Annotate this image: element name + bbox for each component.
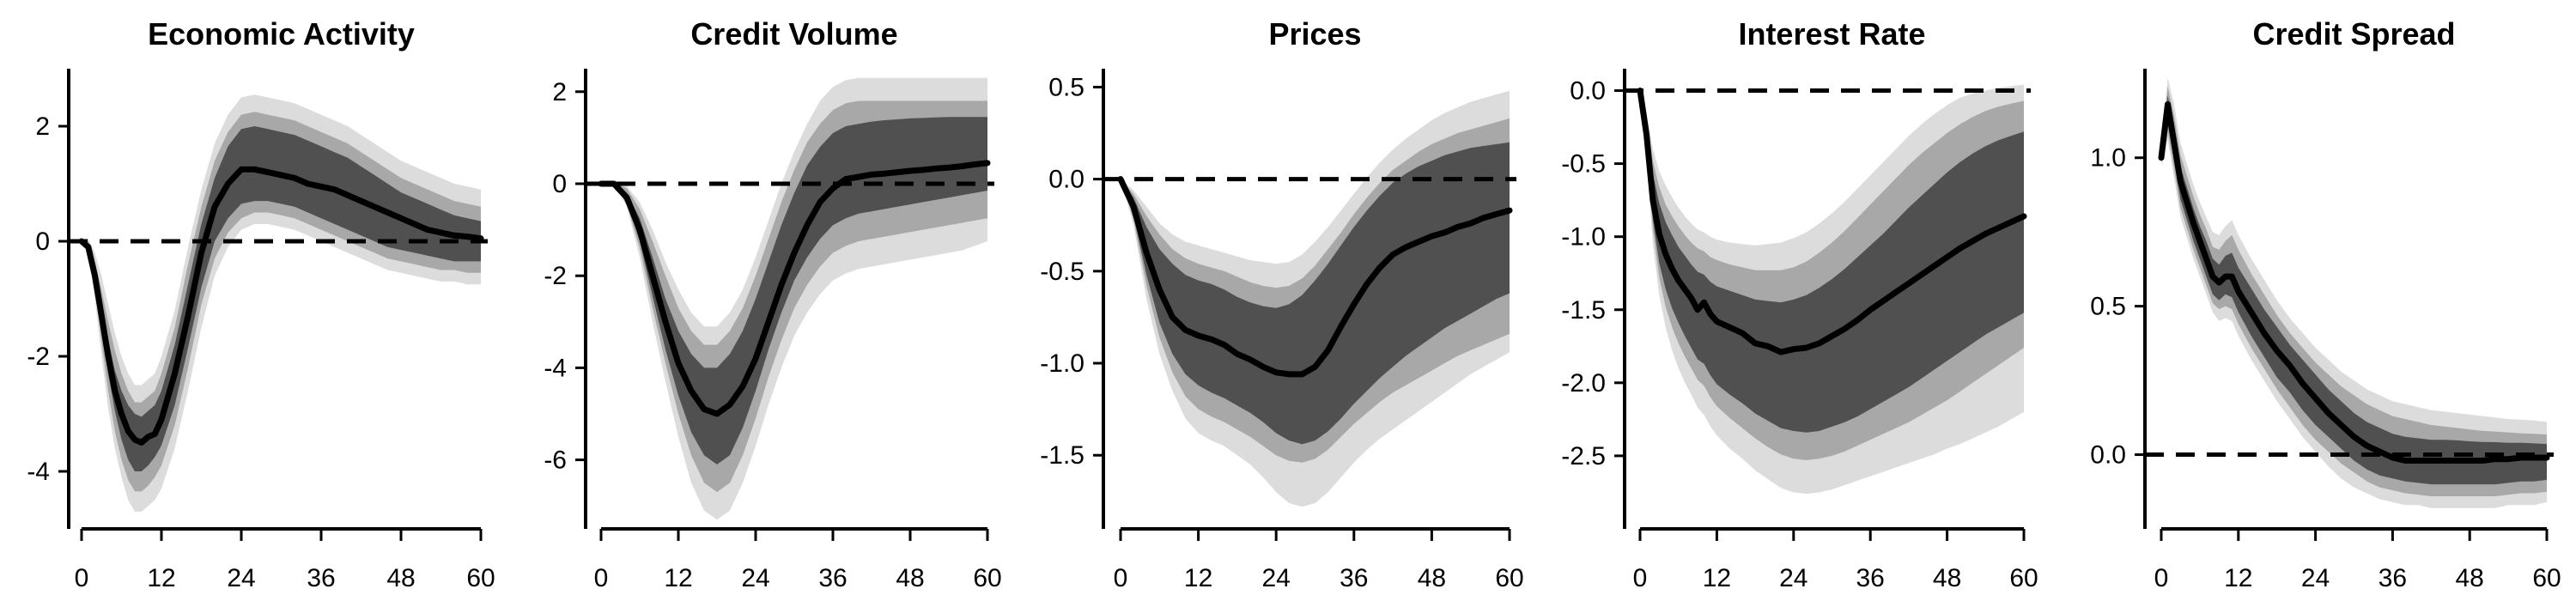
panel-title: Credit Volume	[690, 16, 897, 52]
x-tick-label: 12	[1184, 564, 1212, 592]
y-tick-label: -0.5	[1040, 258, 1084, 286]
x-tick-label: 36	[307, 564, 335, 592]
y-tick-label: 1.0	[2090, 144, 2126, 173]
x-tick-label: 60	[2009, 564, 2038, 592]
x-tick-label: 0	[1114, 564, 1128, 592]
y-tick-label: -2.0	[1561, 369, 1606, 398]
x-tick-label: 60	[973, 564, 1001, 592]
y-tick-label: 2	[552, 78, 567, 106]
x-tick-label: 60	[2532, 564, 2561, 592]
y-tick-label: 0	[552, 170, 567, 198]
panel-4: -2.5 -2.0 -1.5 -1.0 -0.5 0.0 0 12 24 36 48 60 Intere…	[1561, 16, 2038, 592]
panel-title: Prices	[1268, 16, 1361, 52]
x-tick-label: 24	[227, 564, 255, 592]
y-tick-label: -6	[544, 446, 567, 475]
x-tick-label: 12	[2224, 564, 2252, 592]
x-tick-label: 24	[2301, 564, 2330, 592]
x-tick-label: 48	[386, 564, 415, 592]
panel-1: -4 -2 0 2 0 12 24 36 48 60 Economic Activity	[27, 16, 495, 592]
x-tick-label: 12	[1703, 564, 1731, 592]
band-inner	[1640, 90, 2024, 433]
y-tick-label: -1.0	[1040, 349, 1084, 378]
y-tick-label: -2	[27, 343, 50, 371]
median-response-line	[78, 166, 484, 446]
x-tick-label: 24	[1262, 564, 1291, 592]
x-tick-label: 12	[664, 564, 692, 592]
panel-title: Economic Activity	[148, 16, 415, 52]
y-tick-label: 0.0	[2090, 441, 2126, 470]
y-tick-label: -1.5	[1561, 296, 1606, 325]
panel-2: -6 -4 -2 0 2 0 12 24 36 48 60 Credit Volume	[544, 16, 1001, 592]
band-inner	[1121, 142, 1510, 445]
y-tick-label: 0.5	[2090, 293, 2126, 321]
y-tick-label: 2	[35, 112, 50, 141]
band-inner	[601, 117, 987, 465]
median-response-line	[1117, 176, 1513, 378]
x-tick-label: 48	[1933, 564, 1961, 592]
median-response-line	[1637, 88, 2027, 355]
x-tick-label: 48	[2456, 564, 2484, 592]
panel-title: Credit Spread	[2252, 16, 2455, 52]
y-tick-label: -1.5	[1040, 441, 1084, 470]
x-tick-label: 48	[1418, 564, 1446, 592]
x-tick-label: 36	[2379, 564, 2407, 592]
y-tick-label: -2	[544, 262, 567, 290]
y-tick-label: 0.0	[1570, 77, 1606, 106]
x-tick-label: 0	[594, 564, 609, 592]
x-tick-label: 36	[1856, 564, 1885, 592]
x-tick-label: 0	[2154, 564, 2169, 592]
x-tick-label: 60	[466, 564, 495, 592]
panel-3: -1.5 -1.0 -0.5 0.0 0.5 0 12 24 36 48 60 Prices	[1040, 16, 1523, 592]
x-tick-label: 48	[896, 564, 924, 592]
x-tick-label: 24	[741, 564, 769, 592]
x-tick-label: 36	[1340, 564, 1368, 592]
panel-title: Interest Rate	[1738, 16, 1925, 52]
y-tick-label: -1.0	[1561, 223, 1606, 252]
median-response-line	[2158, 101, 2550, 464]
x-tick-label: 12	[147, 564, 175, 592]
x-tick-label: 60	[1495, 564, 1523, 592]
x-tick-label: 0	[75, 564, 89, 592]
y-tick-label: -4	[27, 458, 50, 486]
x-tick-label: 36	[818, 564, 847, 592]
panel-5: 0.0 0.5 1.0 0 12 24 36 48 60 Credit Spread	[2090, 16, 2561, 592]
x-tick-label: 24	[1779, 564, 1807, 592]
y-tick-label: -0.5	[1561, 150, 1606, 179]
y-tick-label: -2.5	[1561, 442, 1606, 470]
median-response-line	[598, 160, 991, 417]
y-tick-label: 0.5	[1048, 73, 1084, 101]
y-tick-label: -4	[544, 354, 567, 382]
x-tick-label: 0	[1633, 564, 1648, 592]
y-tick-label: 0.0	[1048, 166, 1084, 194]
y-tick-label: 0	[35, 228, 50, 256]
